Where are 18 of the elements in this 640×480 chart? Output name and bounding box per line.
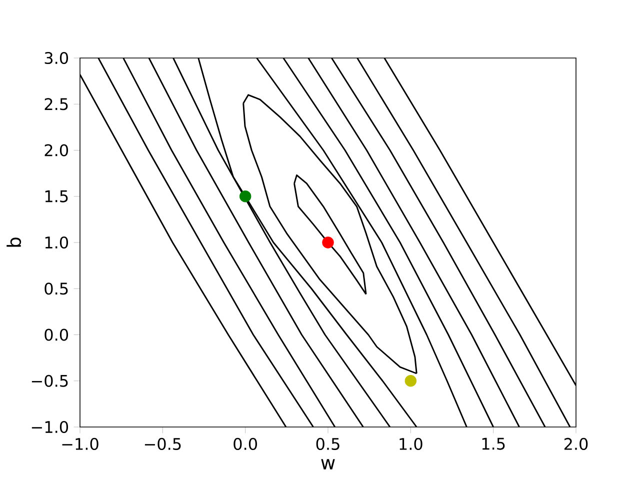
y-tick-label: −1.0 <box>32 420 68 434</box>
y-tick-label: 0.5 <box>44 282 68 295</box>
y-tick-label: 3.0 <box>44 52 68 64</box>
y-tick-label: 1.5 <box>45 190 68 202</box>
x-tick-label: 1.0 <box>400 438 422 450</box>
y-tick-label: 0.0 <box>44 328 68 341</box>
y-tick-label: −0.5 <box>32 374 68 387</box>
x-tick-label: 0.0 <box>234 438 257 450</box>
y-tick-label: 1.0 <box>45 236 68 249</box>
x-tick-label: −1.0 <box>62 438 98 450</box>
x-tick-label: −0.5 <box>144 438 181 450</box>
x-tick-label: 1.5 <box>482 438 505 450</box>
y-tick-label: 2.5 <box>44 98 68 110</box>
x-axis-title: w <box>321 459 335 470</box>
x-tick-label: 0.5 <box>316 438 340 450</box>
y-tick-label: 2.0 <box>44 144 68 156</box>
y-axis-title: b <box>6 238 22 247</box>
x-tick-label: 2.0 <box>564 438 588 450</box>
